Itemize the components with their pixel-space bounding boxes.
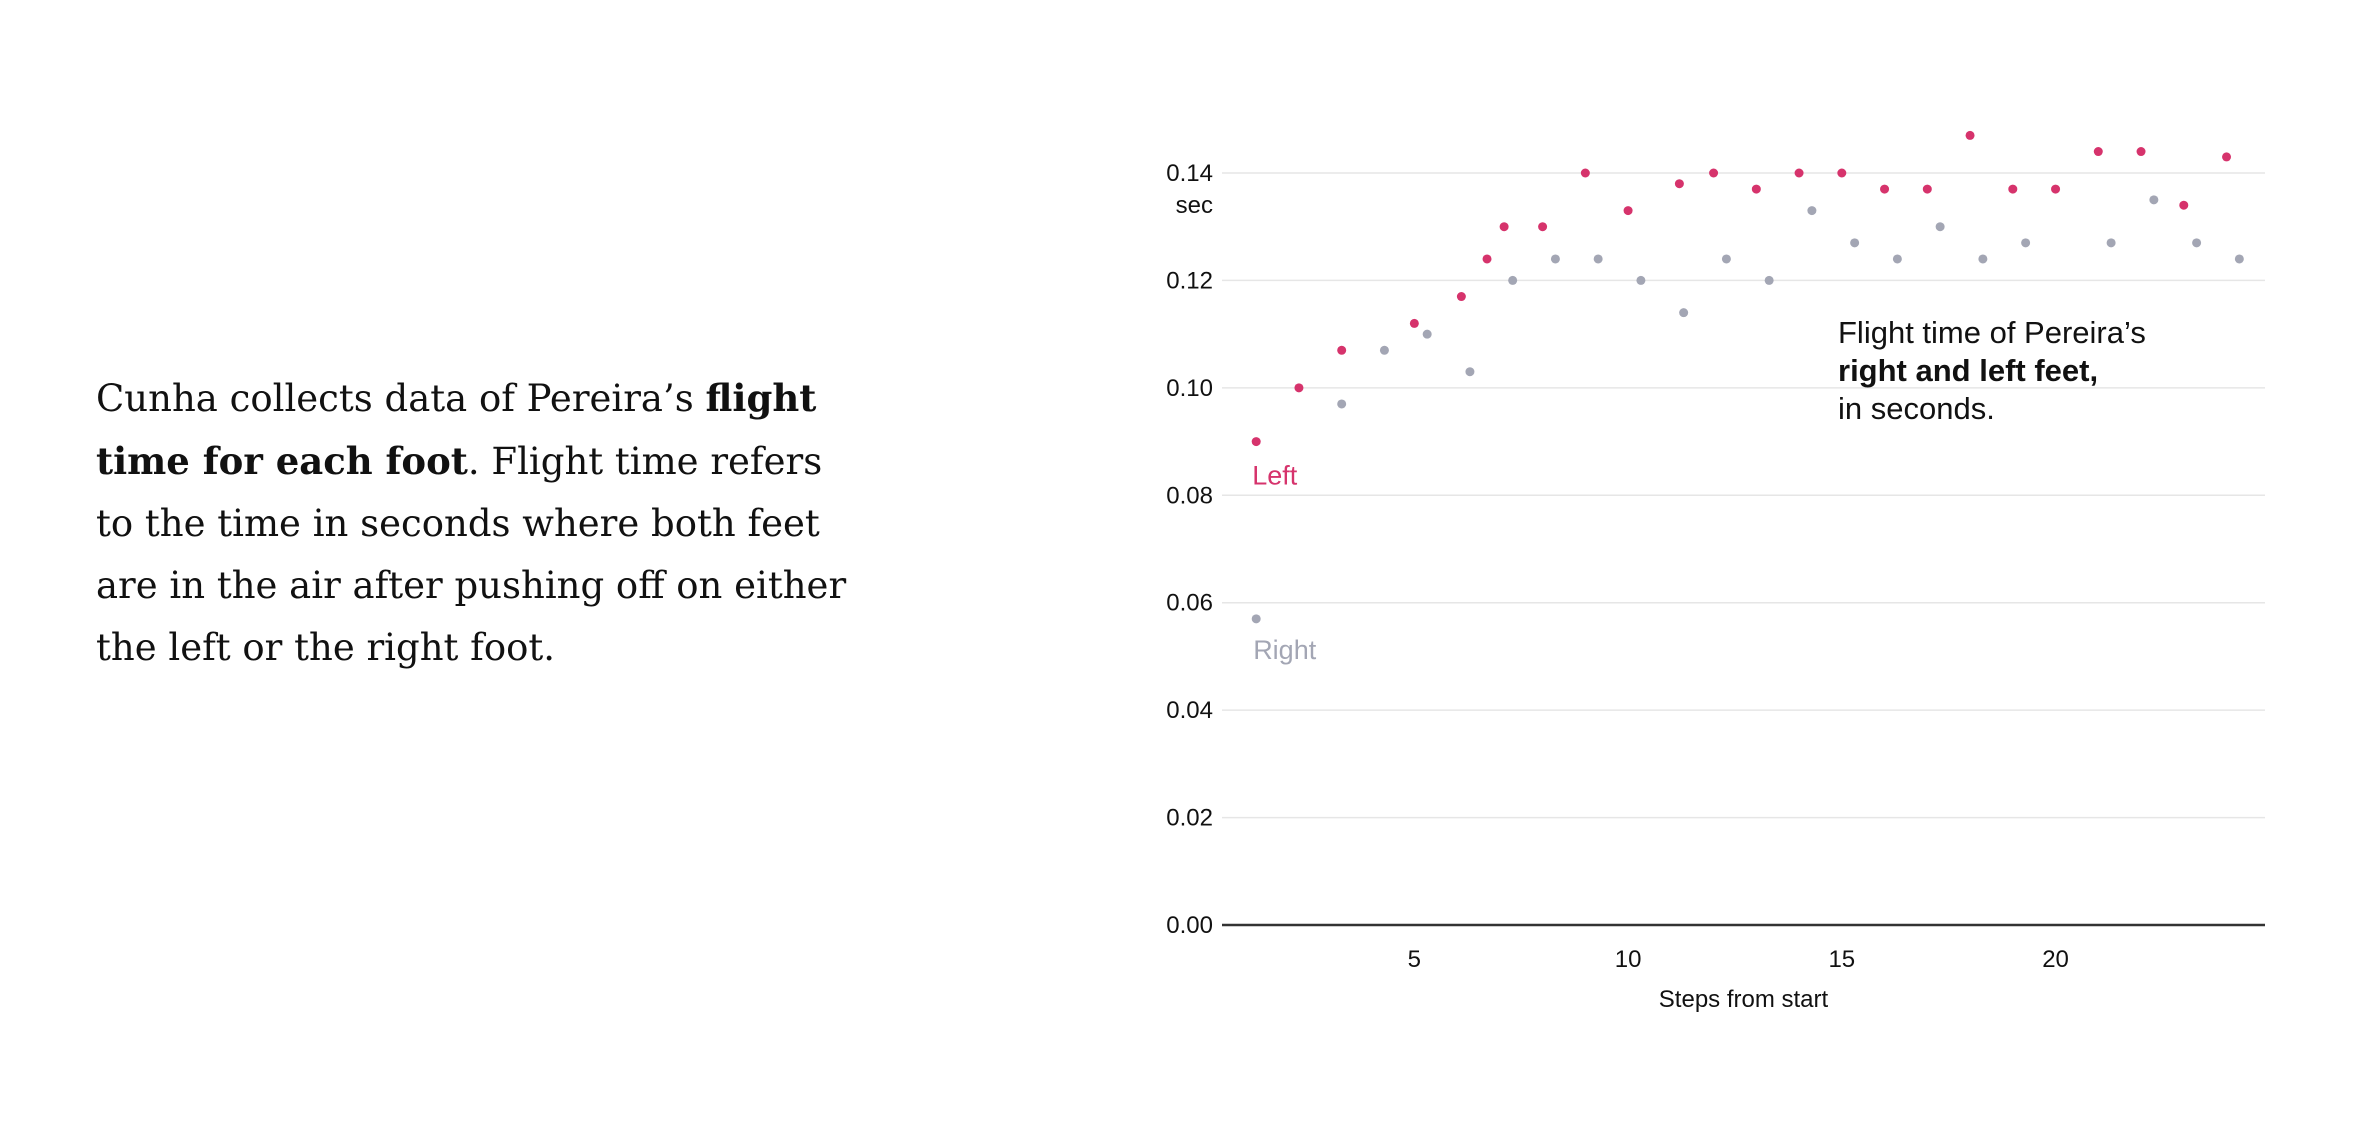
data-point-left (2222, 152, 2232, 162)
x-tick-label: 10 (1615, 946, 1642, 973)
data-point-left (1580, 168, 1590, 178)
data-point-right (1636, 275, 1646, 285)
y-axis-unit: sec (1176, 192, 1213, 219)
data-point-right (1679, 308, 1689, 318)
y-tick-label: 0.02 (1166, 805, 1213, 832)
data-point-left (2093, 147, 2103, 157)
y-tick-label: 0.04 (1166, 697, 1213, 724)
data-point-right (1978, 254, 1988, 264)
y-tick-label: 0.12 (1166, 267, 1213, 294)
data-point-left (2136, 147, 2146, 157)
data-point-left (1794, 168, 1804, 178)
data-point-right (1379, 345, 1389, 355)
data-point-right (1850, 238, 1860, 248)
data-point-right (1465, 367, 1475, 377)
gridlines (1222, 172, 2265, 819)
data-point-left (1922, 184, 1932, 194)
data-point-left (1337, 345, 1347, 355)
data-point-right (1892, 254, 1902, 264)
data-point-right (1508, 275, 1518, 285)
data-point-right (1935, 222, 1945, 232)
data-point-right (1251, 614, 1261, 624)
x-axis-title: Steps from start (1659, 986, 1829, 1013)
annotation-line-3: in seconds. (1838, 391, 1995, 426)
x-axis-tick-labels: 5 10 15 20 (1408, 946, 2069, 973)
data-point-left (1837, 168, 1847, 178)
data-point-right (2234, 254, 2244, 264)
x-tick-label: 5 (1408, 946, 1421, 973)
intro-text-2: . Flight time refers to the time in seco… (96, 440, 847, 669)
data-point-left (1409, 318, 1419, 328)
data-point-right (2021, 238, 2031, 248)
data-point-right (1337, 399, 1347, 409)
annotation-line-1: Flight time of Pereira’s (1838, 315, 2146, 350)
series-label-left: Left (1252, 461, 1298, 491)
data-point-left (1674, 179, 1684, 189)
data-point-left (1709, 168, 1719, 178)
data-point-left (1294, 383, 1304, 393)
data-point-right (1721, 254, 1731, 264)
data-point-left (1499, 222, 1509, 232)
data-point-right (2149, 195, 2159, 205)
y-tick-label: 0.08 (1166, 482, 1213, 509)
data-point-left (2051, 184, 2061, 194)
data-point-right (1593, 254, 1603, 264)
x-tick-label: 20 (2042, 946, 2069, 973)
data-point-right (1422, 329, 1432, 339)
y-tick-label: 0.14 (1166, 160, 1213, 187)
data-point-right (1807, 206, 1817, 216)
y-tick-label: 0.00 (1166, 912, 1213, 939)
data-point-left (1482, 254, 1492, 264)
intro-paragraph: Cunha collects data of Pereira’s flight … (96, 367, 856, 679)
intro-bold: flight time for each foot (96, 376, 817, 483)
data-point-left (1538, 222, 1548, 232)
y-axis-tick-labels: 0.00 0.02 0.04 0.06 0.08 0.10 0.12 0.14 (1166, 160, 1213, 939)
data-point-left (1965, 130, 1975, 140)
data-point-right (2192, 238, 2202, 248)
annotation-line-2: right and left feet, (1838, 353, 2098, 388)
data-point-left (1751, 184, 1761, 194)
data-points (1251, 130, 2244, 624)
data-point-left (2008, 184, 2018, 194)
data-point-left (1880, 184, 1890, 194)
series-label-right: Right (1253, 635, 1317, 665)
data-point-right (1764, 275, 1774, 285)
x-tick-label: 15 (1828, 946, 1855, 973)
y-tick-label: 0.10 (1166, 375, 1213, 402)
data-point-right (2106, 238, 2116, 248)
intro-text-1: Cunha collects data of Pereira’s (96, 377, 706, 420)
data-point-left (1251, 437, 1261, 447)
y-tick-label: 0.06 (1166, 590, 1213, 617)
data-point-left (1623, 206, 1633, 216)
data-point-left (1456, 292, 1466, 302)
data-point-left (2179, 200, 2189, 210)
data-point-right (1550, 254, 1560, 264)
